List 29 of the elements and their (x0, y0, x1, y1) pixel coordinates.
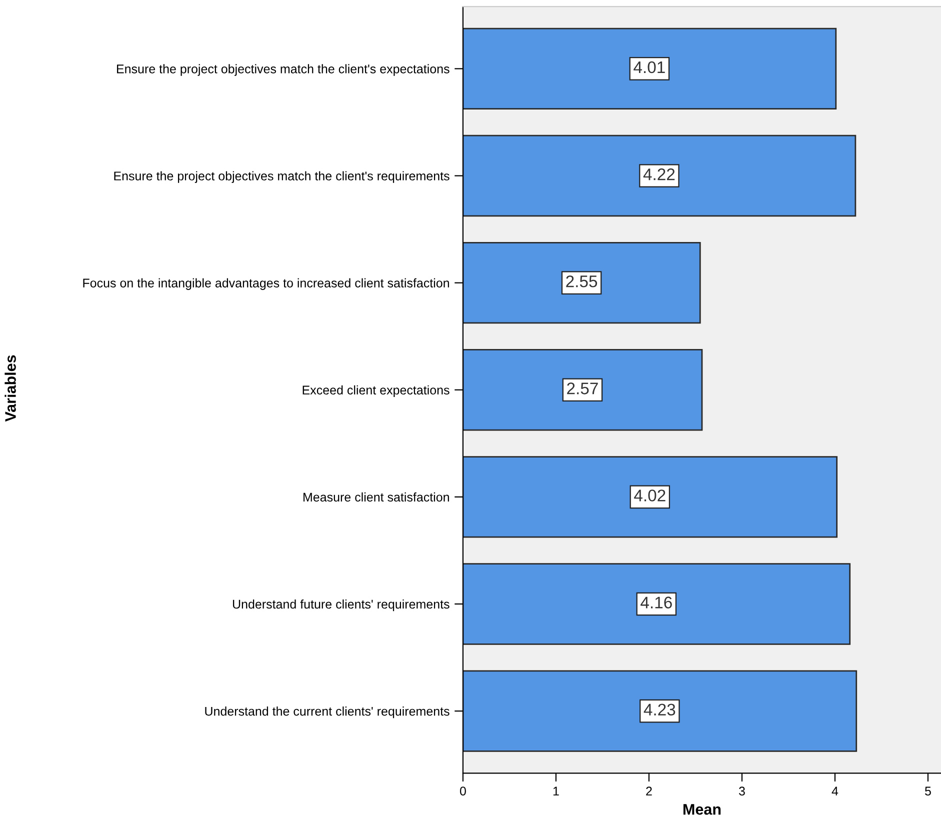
x-tick-label: 3 (738, 786, 745, 796)
y-axis-title: Variables (4, 355, 16, 422)
bar (462, 563, 851, 645)
bar (462, 349, 703, 431)
y-tick-label: Ensure the project objectives match the client's requirements (114, 171, 450, 183)
y-tick-label: Measure client satisfaction (304, 492, 449, 502)
y-tick-label: Focus on the intangible advantages to increased client satisfaction (83, 278, 449, 290)
data-label: 4.23 (644, 704, 676, 716)
bar (462, 242, 701, 324)
y-tick-label: Understand future clients' requirements (232, 599, 450, 612)
bar (462, 670, 858, 752)
bar (462, 134, 856, 217)
x-tick-label: 1 (553, 786, 559, 796)
data-label: 2.57 (567, 382, 598, 394)
y-tick-label: Understand the current clients' requirements (205, 706, 450, 718)
bar (462, 456, 838, 538)
y-tick-label: Ensure the project objectives match the client's expectations (117, 64, 450, 76)
x-tick-label: 0 (460, 786, 466, 796)
data-label: 4.02 (634, 490, 666, 502)
x-axis-title: Mean (683, 804, 721, 815)
x-tick-label: 2 (646, 786, 652, 796)
data-label: 2.55 (566, 275, 598, 288)
y-tick-label: Exceed client expectations (302, 385, 450, 397)
bar (462, 28, 837, 110)
data-label: 4.16 (640, 596, 672, 608)
data-label: 4.01 (634, 61, 665, 74)
x-tick-label: 4 (832, 786, 838, 796)
x-tick-label: 5 (925, 786, 931, 796)
data-label: 4.22 (643, 168, 675, 180)
